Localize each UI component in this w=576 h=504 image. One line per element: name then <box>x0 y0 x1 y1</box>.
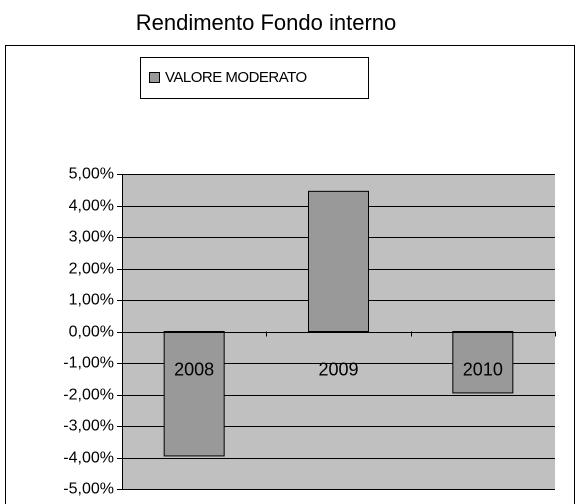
bar <box>452 331 514 394</box>
y-tick-label: -5,00% <box>63 481 114 498</box>
x-tick-label: 2010 <box>463 359 503 379</box>
y-tick-label: -4,00% <box>63 450 114 467</box>
y-tick-label: 4,00% <box>69 198 114 215</box>
x-tick-label: 2008 <box>174 359 214 379</box>
y-tick-label: -1,00% <box>63 355 114 372</box>
chart-title: Rendimento Fondo interno <box>136 10 397 35</box>
x-tick-label: 2009 <box>318 359 358 379</box>
legend-marker <box>149 72 160 83</box>
y-tick-label: 1,00% <box>69 292 114 309</box>
y-tick-label: 0,00% <box>69 324 114 341</box>
y-tick-label: 2,00% <box>69 261 114 278</box>
legend-label: VALORE MODERATO <box>165 69 307 86</box>
y-tick-label: 3,00% <box>69 229 114 246</box>
y-tick-label: 5,00% <box>69 166 114 183</box>
legend-box <box>140 57 369 99</box>
y-tick-label: -3,00% <box>63 418 114 435</box>
y-tick-label: -2,00% <box>63 387 114 404</box>
bar <box>308 190 369 332</box>
bar <box>163 331 225 457</box>
